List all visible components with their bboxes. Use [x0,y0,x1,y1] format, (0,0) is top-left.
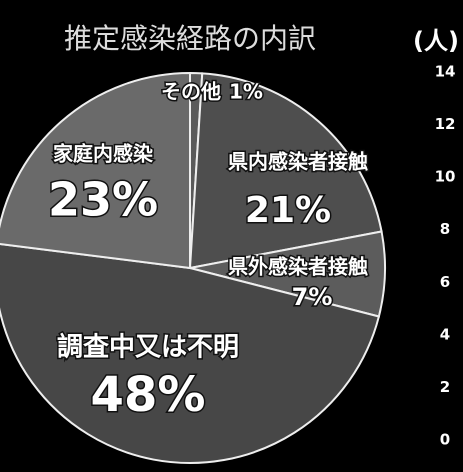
slice-label: 調査中又は不明 [57,332,239,363]
y-tick-label: 14 [435,63,456,81]
slice-label: その他 [161,80,221,104]
y-tick-label: 6 [440,273,450,291]
pie-slice [188,72,383,270]
value-label: 1% [229,80,263,104]
y-tick-label: 12 [435,115,456,133]
pie [0,71,386,464]
value-label: 48% [91,367,206,423]
y-tick-label: 10 [435,168,456,186]
value-label: 21% [245,190,331,231]
y-tick-label: 8 [440,220,450,238]
slice-label: 県外感染者接触 [228,255,368,279]
y-tick-label: 0 [440,431,450,449]
value-label: 7% [292,283,333,311]
axis-label: (人) [413,27,459,55]
y-tick-label: 4 [440,325,450,343]
pie-slice [0,71,191,270]
chart-title: 推定感染経路の内訳 [64,22,316,55]
slice-label: 家庭内感染 [53,142,154,166]
slice-label: 県内感染者接触 [228,150,368,174]
pie-slice [0,242,381,464]
y-tick-label: 2 [440,378,450,396]
value-label: 23% [48,173,158,227]
